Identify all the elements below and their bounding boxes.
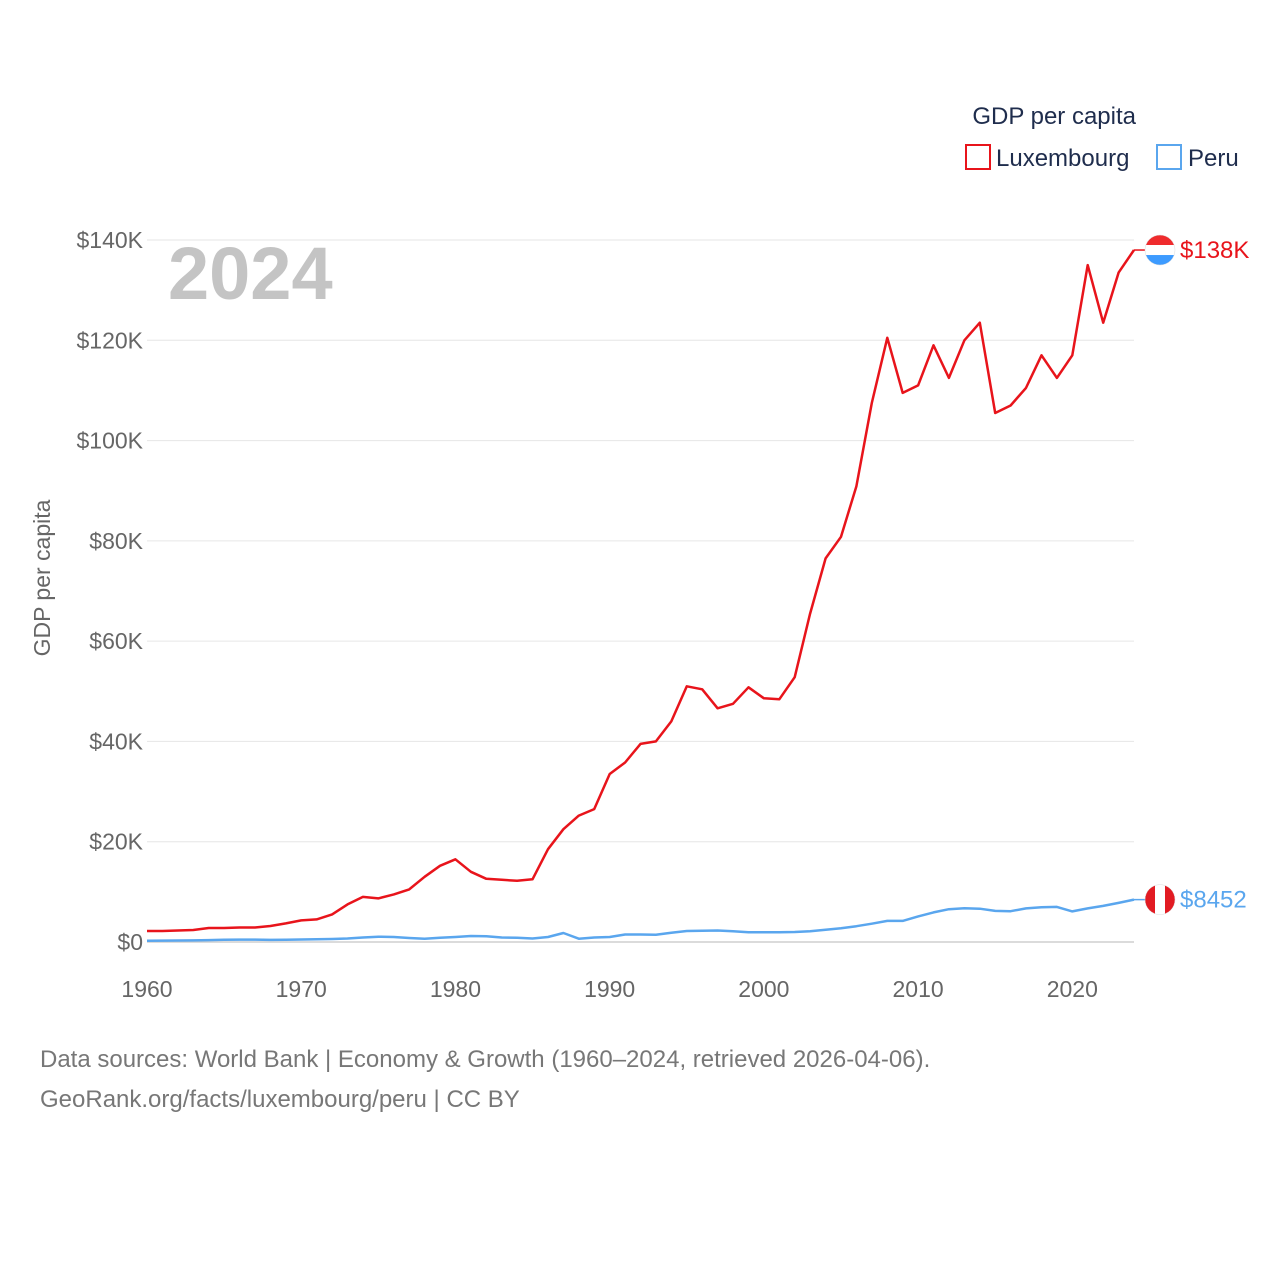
peru-flag-icon	[1144, 884, 1176, 915]
end-labels: $138K $8452	[1134, 234, 1249, 915]
legend-item-luxembourg[interactable]: Luxembourg	[965, 144, 1129, 172]
footer-attribution: GeoRank.org/facts/luxembourg/peru | CC B…	[40, 1086, 520, 1113]
legend[interactable]: GDP per capita Luxembourg Peru	[965, 103, 1239, 172]
series-line-peru	[146, 898, 1135, 942]
y-tick-label: $60K	[89, 628, 143, 654]
legend-item-peru[interactable]: Peru	[1156, 144, 1239, 172]
y-tick-label: $20K	[89, 829, 143, 855]
y-tick-label: $140K	[76, 227, 143, 253]
plot-lines	[146, 249, 1136, 942]
y-tick-label: $100K	[76, 428, 143, 454]
y-tick-label: $40K	[89, 728, 143, 754]
year-label: 2024	[168, 232, 333, 315]
footer-sources: Data sources: World Bank | Economy & Gro…	[40, 1046, 931, 1073]
x-tick-label: 2000	[738, 976, 789, 1002]
legend-label-peru: Peru	[1188, 145, 1239, 172]
x-axis: 1960 1970 1980 1990 2000 2010 2020	[121, 976, 1097, 1002]
series-line-luxembourg	[147, 249, 1136, 933]
x-tick-label: 1970	[276, 976, 327, 1002]
y-tick-label: $80K	[89, 528, 143, 554]
x-tick-label: 1980	[430, 976, 481, 1002]
y-axis-title: GDP per capita	[29, 499, 55, 656]
x-tick-label: 1960	[121, 976, 172, 1002]
luxembourg-flag-icon	[1144, 234, 1176, 266]
legend-swatch-luxembourg	[965, 144, 991, 170]
x-tick-label: 1990	[584, 976, 635, 1002]
legend-title: GDP per capita	[972, 103, 1136, 130]
legend-swatch-peru	[1156, 144, 1182, 170]
x-tick-label: 2010	[893, 976, 944, 1002]
y-tick-label: $120K	[76, 327, 143, 353]
legend-label-luxembourg: Luxembourg	[996, 145, 1129, 172]
x-tick-label: 2020	[1047, 976, 1098, 1002]
chart: $0$20K$40K$60K$80K$100K$120K$140K 1960 19…	[29, 103, 1249, 1002]
end-value-label-peru: $8452	[1180, 887, 1247, 914]
gridlines	[147, 239, 1134, 943]
y-axis: $0 $20K $40K $60K $80K $100K $120K $140K	[76, 227, 143, 955]
end-value-label-luxembourg: $138K	[1180, 237, 1249, 264]
y-tick-label: $0	[117, 929, 143, 955]
